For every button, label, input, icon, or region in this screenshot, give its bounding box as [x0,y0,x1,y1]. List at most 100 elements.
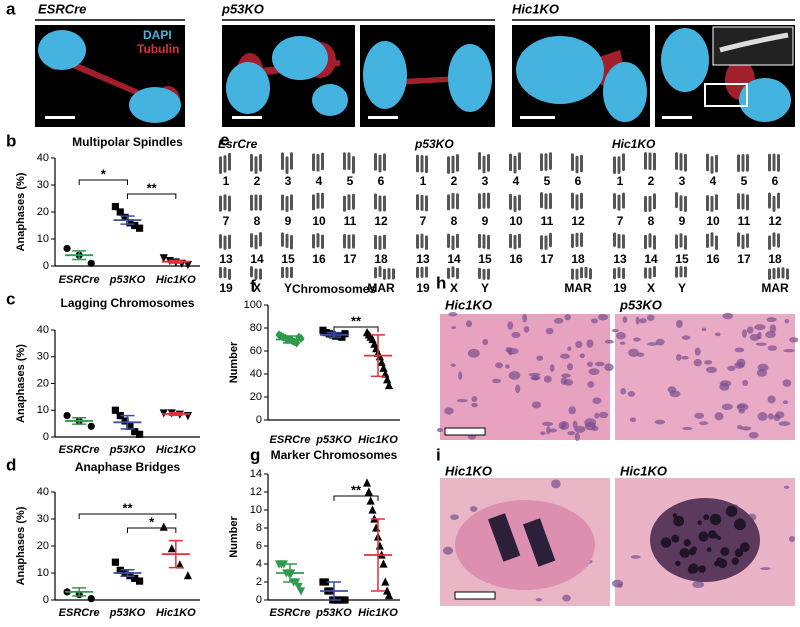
chromosome [580,192,583,209]
nucleus [722,312,734,320]
nucleus [738,408,745,414]
chromosome [684,235,687,250]
chromosome [644,152,647,170]
significance-bracket [127,193,177,199]
chromosome [416,234,419,249]
karyotype-label: X [253,281,261,295]
nucleus [630,555,641,559]
chromosome [768,192,771,209]
karyotype-label: 11 [344,214,357,228]
point [167,544,176,553]
nucleus [548,428,558,433]
nucleus [584,418,597,427]
chromosome [321,192,324,209]
y-tick-label: 14 [250,468,262,480]
significance-bracket [127,527,177,533]
nucleus [587,361,593,367]
nucleus [604,339,614,344]
karyotype-label: 4 [513,174,520,188]
y-tick-label: 30 [37,179,49,191]
panel-letter: h [436,273,446,292]
nucleus [567,431,576,436]
chromosome [352,234,355,249]
chromosome [347,194,351,211]
significance-label: ** [351,482,362,497]
nucleus [755,342,767,346]
chromosomes [523,518,556,567]
chromosome [777,192,780,209]
karyotype-label: 9 [285,214,292,228]
chromosome [387,268,391,280]
chromosome [312,153,315,172]
chromosome [259,153,262,172]
nucleus [749,333,761,341]
nucleus [692,581,705,588]
significance-label: ** [351,313,362,328]
chromosome [706,153,709,172]
karyotype-label: 9 [482,214,489,228]
chromosome [786,268,789,280]
karyotype-label: 7 [223,214,230,228]
karyotype-label: 10 [509,214,523,228]
chromosome [281,194,284,211]
karyotype-label: 5 [347,174,354,188]
nucleus [522,313,528,323]
chromosome [425,155,428,174]
panel-letter: d [6,455,16,474]
chromosome [420,154,424,173]
point [131,221,139,230]
nucleus [508,370,521,380]
karyotype-label: X [647,281,655,295]
chromosome [710,232,714,247]
nucleus [784,318,790,324]
nucleus [604,363,614,372]
y-tick-label: 0 [256,414,262,426]
chromosome [648,152,652,171]
chromosome [312,194,315,211]
nucleus [773,414,781,422]
nucleus [575,340,583,349]
chromosome [648,267,652,279]
nucleus [560,353,570,359]
nucleus [467,348,480,358]
nucleus [508,352,513,356]
chromosome [456,233,459,249]
chromatin [672,513,678,518]
point [366,496,375,505]
chromosome [540,192,543,209]
chromosome [741,154,745,172]
point [297,333,305,343]
nucleus [531,401,542,409]
y-tick-label: 10 [37,567,49,579]
chromosome [768,235,771,250]
nucleus [748,431,759,439]
x-tick-label: ESRCre [59,607,100,619]
x-tick-label: Hic1KO [156,274,196,286]
nucleus [553,317,564,324]
chromatin [660,537,672,548]
chromosome [571,153,574,171]
karyotype-label: 19 [613,281,627,295]
nucleus [705,366,717,374]
chromosome [679,233,683,248]
chromosome [768,153,771,172]
nucleus [647,342,658,346]
chromosome [250,153,253,172]
chromosome [772,195,776,212]
nucleus [523,326,530,333]
chromatin [679,547,690,558]
nucleus [591,318,598,324]
chromosome [482,268,486,280]
chromosome [451,266,455,278]
chromosome [544,193,548,210]
karyotype-label: 6 [378,174,385,188]
chromosome [383,195,386,212]
chromosome [321,152,324,171]
chromosome [425,235,428,250]
nucleus [611,579,624,588]
chromosome [518,152,521,170]
chromosome [482,192,486,209]
x-tick-label: p53KO [315,607,352,619]
nucleus [740,426,752,431]
chromosome [617,156,621,174]
